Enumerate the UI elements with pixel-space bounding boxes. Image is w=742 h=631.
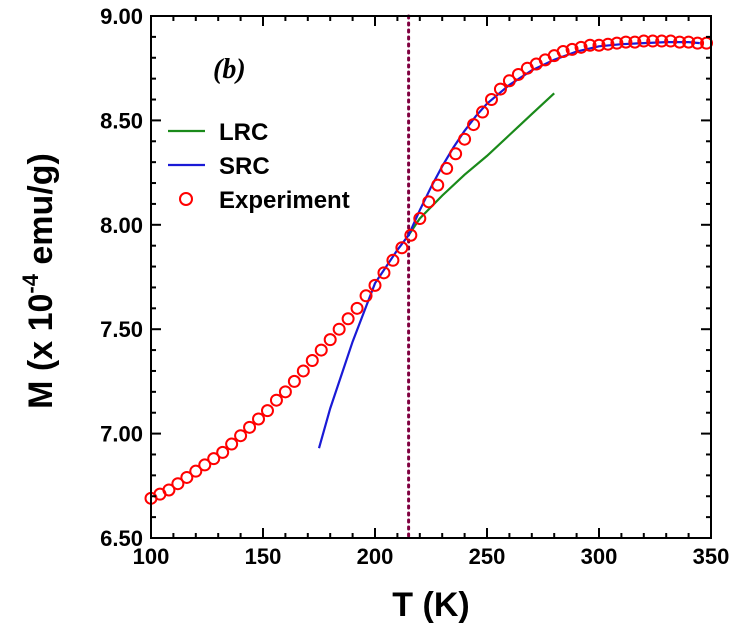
data-point-experiment: [449, 147, 463, 161]
legend-label-src: SRC: [219, 153, 270, 180]
data-point-experiment: [574, 40, 588, 54]
svg-text:M (x 10-4 emu/g): M (x 10-4 emu/g): [18, 153, 60, 409]
legend-label-lrc: LRC: [219, 119, 268, 146]
y-tick-label: 8.50: [100, 108, 143, 133]
y-axis-title-suffix: emu/g): [22, 153, 60, 274]
data-point-experiment: [216, 445, 230, 459]
data-point-experiment: [368, 278, 382, 292]
y-tick-label: 7.00: [100, 422, 143, 447]
y-axis-title-prefix: M (x 10: [22, 294, 60, 409]
data-point-experiment: [269, 393, 283, 407]
data-point-experiment: [278, 385, 292, 399]
data-point-experiment: [198, 458, 212, 472]
data-point-experiment: [565, 42, 579, 56]
x-tick-label: 150: [245, 544, 282, 569]
y-tick-label: 9.00: [100, 4, 143, 29]
data-point-experiment: [431, 178, 445, 192]
data-point-experiment: [655, 34, 669, 48]
data-point-experiment: [484, 93, 498, 107]
data-point-experiment: [260, 404, 274, 418]
data-point-experiment: [628, 35, 642, 49]
data-point-experiment: [619, 35, 633, 49]
data-point-experiment: [243, 420, 257, 434]
panel-label: (b): [213, 54, 246, 85]
data-point-experiment: [234, 429, 248, 443]
x-tick-label: 350: [693, 544, 730, 569]
x-tick-label: 200: [357, 544, 394, 569]
y-axis-title-exponent: -4: [18, 273, 43, 293]
data-point-experiment: [493, 82, 507, 96]
data-point-experiment: [287, 374, 301, 388]
y-tick-label: 6.50: [100, 526, 143, 551]
data-point-experiment: [305, 354, 319, 368]
data-point-experiment: [413, 212, 427, 226]
data-point-experiment: [467, 118, 481, 132]
data-point-experiment: [511, 67, 525, 81]
data-point-experiment: [476, 105, 490, 119]
data-point-experiment: [404, 228, 418, 242]
data-point-experiment: [162, 483, 176, 497]
data-point-experiment: [252, 412, 266, 426]
legend-swatch-experiment: [179, 192, 193, 206]
x-tick-label: 250: [469, 544, 506, 569]
data-point-experiment: [171, 477, 185, 491]
series-line-src: [317, 41, 700, 449]
data-point-experiment: [180, 470, 194, 484]
data-point-experiment: [377, 266, 391, 280]
data-point-experiment: [225, 437, 239, 451]
data-point-experiment: [296, 364, 310, 378]
data-point-experiment: [682, 35, 696, 49]
plot-frame: [150, 15, 712, 539]
data-point-experiment: [422, 195, 436, 209]
data-point-experiment: [395, 241, 409, 255]
data-point-experiment: [332, 322, 346, 336]
y-tick-label: 8.00: [100, 213, 143, 238]
x-tick-label: 300: [581, 544, 618, 569]
data-point-experiment: [359, 289, 373, 303]
data-point-experiment: [458, 132, 472, 146]
data-point-experiment: [601, 37, 615, 51]
x-axis-title: T (K): [392, 586, 469, 624]
legend: LRC SRC Experiment: [168, 119, 350, 214]
data-point-experiment: [556, 44, 570, 58]
data-point-experiment: [673, 35, 687, 49]
data-point-experiment: [664, 34, 678, 48]
data-point-experiment: [637, 34, 651, 48]
data-point-experiment: [502, 74, 516, 88]
data-point-experiment: [691, 36, 705, 50]
data-point-experiment: [610, 36, 624, 50]
data-point-experiment: [592, 38, 606, 52]
data-point-experiment: [646, 34, 660, 48]
data-point-experiment: [386, 253, 400, 267]
data-point-experiment: [323, 333, 337, 347]
y-axis-title: M (x 10-4 emu/g): [18, 153, 60, 409]
x-tick-label: 100: [133, 544, 170, 569]
data-point-experiment: [350, 301, 364, 315]
data-point-experiment: [583, 38, 597, 52]
y-tick-label: 7.50: [100, 317, 143, 342]
data-point-experiment: [341, 312, 355, 326]
series-line-lrc: [407, 92, 555, 236]
data-point-experiment: [189, 464, 203, 478]
data-point-experiment: [207, 452, 221, 466]
data-point-experiment: [440, 161, 454, 175]
data-point-experiment: [314, 343, 328, 357]
legend-label-experiment: Experiment: [219, 187, 350, 214]
